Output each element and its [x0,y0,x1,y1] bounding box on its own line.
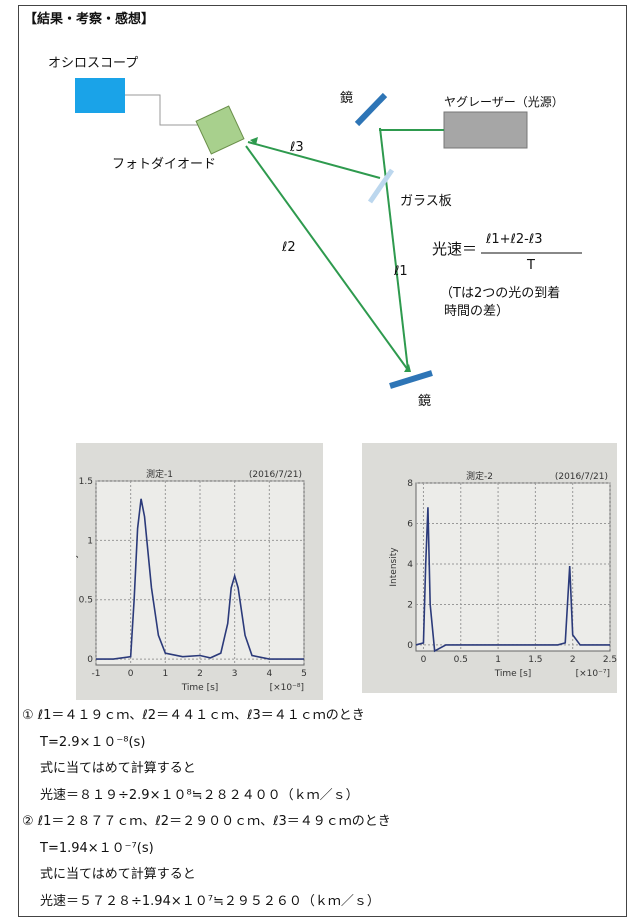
photodiode-box [196,106,244,154]
formula: 光速＝ [432,238,477,259]
mirror [357,95,385,124]
y-tick-label: 0 [407,641,413,651]
result-line: ① ℓ1＝４１９ｃｍ、ℓ2＝４４１ｃｍ、ℓ3＝４１ｃｍのとき [22,704,365,723]
y-tick-label: 1 [87,536,93,546]
label: オシロスコープ [48,52,138,71]
x-tick-label: 5 [301,669,307,679]
y-tick-label: 1.5 [79,477,93,487]
x-tick-label: 0 [128,669,134,679]
mirror [390,373,432,386]
x-tick-label: 2 [570,655,576,665]
result-line: 式に当てはめて計算すると [40,757,196,776]
result-line: 光速＝５７２８÷1.94×１０⁷≒２９５２６０（ｋｍ／ｓ） [40,890,380,909]
y-axis-label: Intensity [76,553,79,593]
formula: ℓ1+ℓ2-ℓ3 [486,232,543,247]
result-line: T=1.94×１０⁻⁷(s) [40,837,154,856]
note: 時間の差） [444,300,509,319]
chart-date: (2016/7/21) [249,470,302,480]
x-scale-label: [×10⁻⁷] [576,669,610,679]
label: ガラス板 [400,190,452,209]
label: ヤグレーザー（光源） [444,93,564,110]
x-tick-label: 4 [266,669,272,679]
oscilloscope-box [75,78,125,113]
result-line: ② ℓ1＝２８７７ｃｍ、ℓ2＝２９００ｃｍ、ℓ3＝４９ｃｍのとき [22,810,391,829]
x-tick-label: 2 [197,669,203,679]
x-tick-label: 2.5 [603,655,617,665]
x-tick-label: 1 [495,655,501,665]
y-tick-label: 0.5 [79,596,93,606]
label: フォトダイオード [112,153,216,172]
plot-area [416,483,610,651]
x-tick-label: 0 [421,655,427,665]
x-scale-label: [×10⁻⁸] [270,683,304,693]
x-tick-label: 1.5 [528,655,542,665]
result-line: 光速＝８１９÷2.9×１０⁸≒２８２４００（ｋｍ／ｓ） [40,784,359,803]
x-tick-label: 0.5 [454,655,468,665]
x-axis-label: Time [s] [494,669,532,679]
chart-title: 測定-2 [466,470,493,482]
note: （Tは2つの光の到着 [440,282,560,301]
photo-chart: -1 0 1 2 3 4 5 0 0.5 1 1.5 測定-1 (2016/7/21) Time [s] [… [76,443,323,700]
label: ℓ2 [282,240,296,255]
chart-title: 測定-1 [146,468,173,480]
y-axis-label: Intensity [389,547,399,587]
laser-box [444,112,527,148]
label: ℓ1 [394,264,408,279]
chart-date: (2016/7/21) [555,472,608,482]
y-tick-label: 2 [407,600,413,610]
formula: T [527,258,535,273]
cable [125,95,200,125]
y-tick-label: 0 [87,655,93,665]
beams [246,128,444,370]
x-tick-label: -1 [92,669,101,679]
x-tick-label: 1 [162,669,168,679]
label: 鏡 [340,87,353,106]
x-axis-label: Time [s] [181,683,219,693]
page: 【結果・考察・感想】 オシロスコープ フォトダイオード ヤグレーザー（光源） 鏡… [0,0,643,923]
y-tick-label: 6 [407,519,413,529]
label: ℓ3 [290,140,304,155]
label: 鏡 [418,390,431,409]
y-tick-label: 4 [407,560,413,570]
x-tick-label: 3 [232,669,238,679]
y-tick-label: 8 [407,479,413,489]
result-line: 式に当てはめて計算すると [40,863,196,882]
result-line: T=2.9×１０⁻⁸(s) [40,731,145,750]
photo-chart: 0 0.5 1 1.5 2 2.5 0 2 4 6 8 測定-2 (2016/7/21) Time [s]… [362,443,617,693]
